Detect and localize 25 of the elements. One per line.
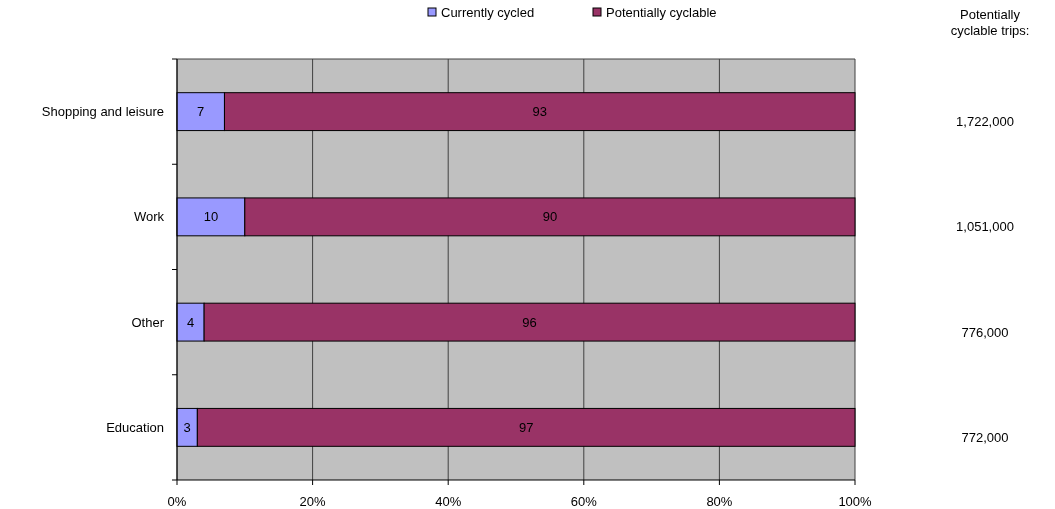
text: 776,000 <box>961 324 1009 340</box>
data-label: 97 <box>518 419 534 435</box>
text: 1,722,000 <box>956 114 1014 130</box>
x-tick-label: 40% <box>435 494 462 509</box>
legend-label: Potentially cyclable <box>606 4 717 20</box>
data-label: 90 <box>542 209 558 225</box>
data-label: 7 <box>197 104 205 120</box>
text: 772,000 <box>961 429 1009 445</box>
data-label: 3 <box>183 419 191 435</box>
x-tick-label: 100% <box>838 494 873 509</box>
x-tick-label: 0% <box>167 494 187 509</box>
y-tick-label: Shopping and leisure <box>41 104 164 120</box>
data-label: 10 <box>203 209 219 225</box>
x-tick-label: 60% <box>570 494 598 509</box>
data-label: 93 <box>532 104 547 120</box>
x-tick-label: 20% <box>299 494 327 509</box>
x-tick-label: 80% <box>706 494 733 509</box>
data-label: 96 <box>522 314 537 330</box>
y-tick-label: Other <box>131 314 165 330</box>
data-label: 4 <box>186 314 195 330</box>
text: 1,051,000 <box>956 219 1014 235</box>
y-tick-label: Education <box>106 419 164 435</box>
legend-label: Currently cycled <box>441 4 535 20</box>
y-tick-label: Work <box>133 209 165 225</box>
text: Potentially cyclable trips: <box>950 6 1030 38</box>
